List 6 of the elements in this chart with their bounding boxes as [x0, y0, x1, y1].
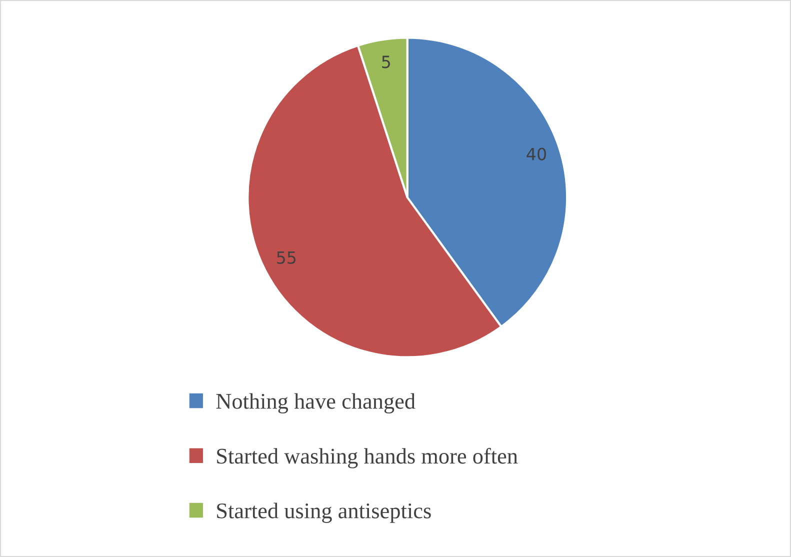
data-label: 5 — [382, 56, 390, 68]
data-label: 55 — [277, 252, 296, 264]
legend-label: Started washing hands more often — [217, 448, 518, 468]
legend-label: Nothing have changed — [216, 393, 416, 414]
data-label: 40 — [526, 148, 546, 160]
legend-label: Started using antiseptics — [217, 502, 431, 523]
